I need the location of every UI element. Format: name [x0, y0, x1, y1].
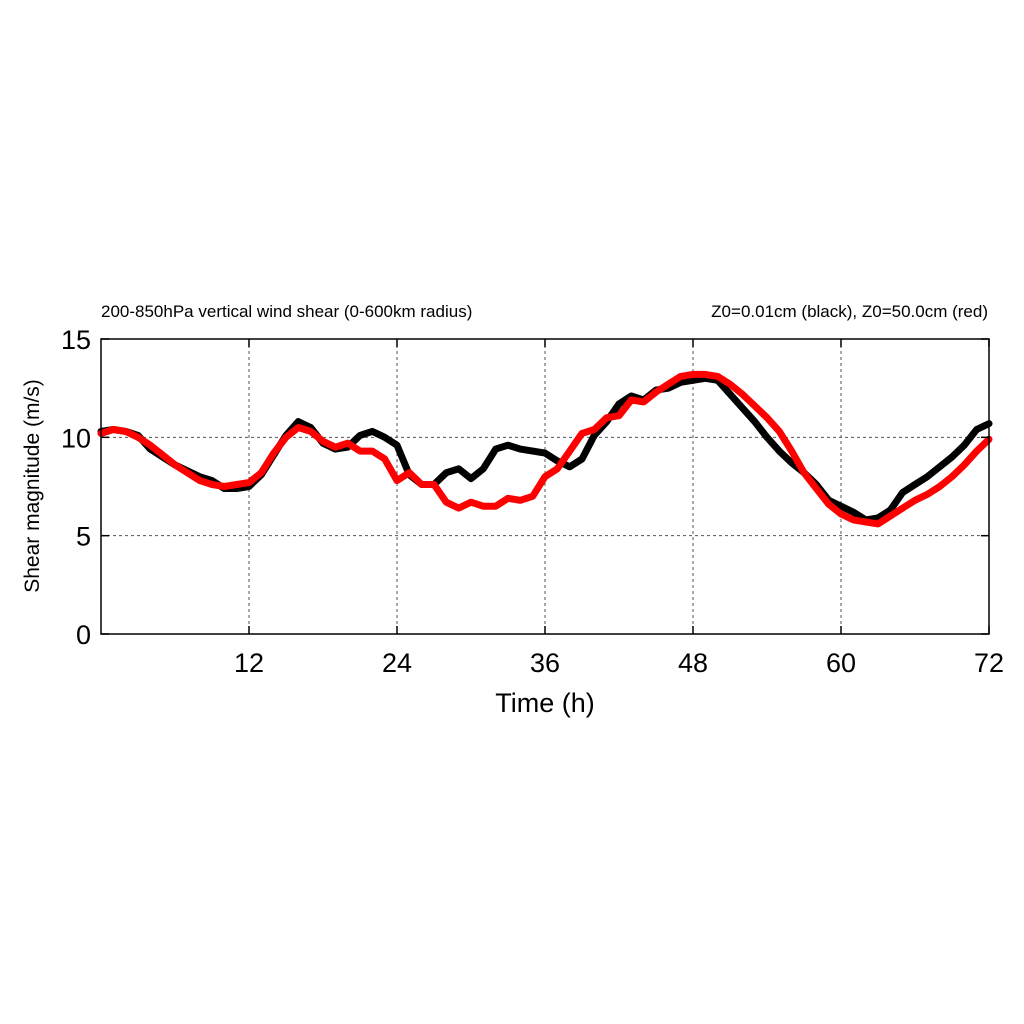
y-axis-label: Shear magnitude (m/s)	[21, 379, 44, 593]
y-tick-label: 10	[61, 423, 91, 453]
chart-title-left: 200-850hPa vertical wind shear (0-600km …	[101, 302, 473, 321]
chart-title-right: Z0=0.01cm (black), Z0=50.0cm (red)	[711, 302, 988, 321]
x-tick-label: 60	[826, 648, 856, 678]
grid-lines	[101, 339, 989, 634]
series-line-z0-50-0cm	[97, 370, 993, 528]
y-tick-label: 15	[61, 325, 91, 355]
x-tick-label: 12	[234, 648, 264, 678]
x-tick-label: 24	[382, 648, 412, 678]
x-tick-label: 72	[974, 648, 1004, 678]
series-layer	[97, 370, 993, 528]
x-tick-label: 48	[678, 648, 708, 678]
x-axis-label: Time (h)	[495, 688, 595, 718]
y-tick-label: 5	[76, 522, 91, 552]
series-line-z0-0-01cm	[97, 374, 993, 524]
axis-ticks: 12 24 36 48 60 72 0 5 10 15	[61, 325, 1004, 678]
x-tick-label: 36	[530, 648, 560, 678]
y-tick-label: 0	[76, 620, 91, 650]
